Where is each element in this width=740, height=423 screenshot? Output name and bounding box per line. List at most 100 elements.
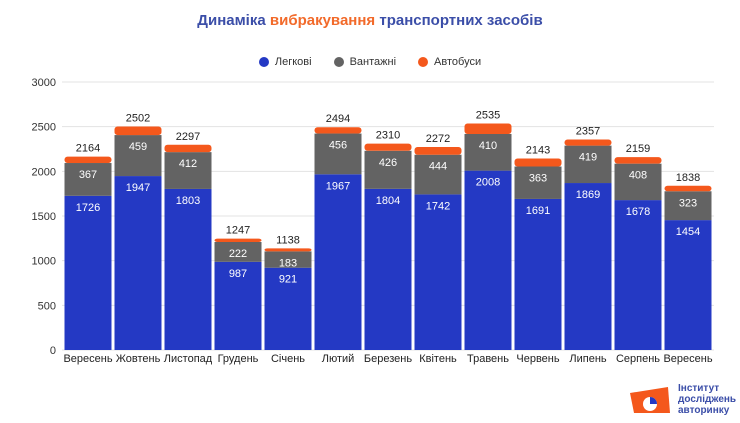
pie-chart-logo-icon bbox=[630, 386, 670, 413]
title-part-3: транспортних засобів bbox=[375, 12, 543, 29]
y-tick-label: 0 bbox=[50, 345, 56, 357]
bar-segment bbox=[614, 157, 662, 164]
total-label: 2297 bbox=[176, 131, 200, 143]
data-label: 222 bbox=[229, 248, 247, 260]
y-tick-label: 500 bbox=[38, 300, 56, 312]
total-label: 2164 bbox=[76, 143, 100, 155]
bar-segment bbox=[564, 145, 612, 184]
data-label: 426 bbox=[379, 157, 397, 169]
data-label: 1967 bbox=[326, 180, 350, 192]
data-label: 1691 bbox=[526, 205, 550, 217]
total-label: 2502 bbox=[126, 112, 150, 124]
legend-dot-icon bbox=[333, 57, 344, 67]
legend-dot-icon bbox=[258, 57, 269, 67]
data-label: 459 bbox=[129, 141, 147, 153]
bar-segment bbox=[514, 166, 562, 199]
data-label: 367 bbox=[79, 169, 97, 181]
data-label: 1726 bbox=[76, 202, 100, 214]
total-label: 2310 bbox=[376, 130, 400, 142]
bar-segment bbox=[64, 156, 112, 164]
logo: Інститут досліджень авторинку bbox=[628, 383, 736, 416]
x-tick-label: Листопад bbox=[164, 353, 213, 365]
data-label: 410 bbox=[479, 140, 497, 152]
bar-segment bbox=[414, 147, 462, 155]
bar-segment bbox=[364, 143, 412, 151]
data-label: 456 bbox=[329, 140, 347, 152]
legend-label: Автобуси bbox=[434, 56, 482, 68]
bar-segment bbox=[464, 133, 512, 171]
bar-segment bbox=[364, 150, 412, 189]
bar-segment bbox=[564, 139, 612, 146]
bar-segment bbox=[214, 261, 262, 350]
x-tick-label: Січень bbox=[271, 353, 305, 365]
data-label: 1742 bbox=[426, 200, 450, 212]
data-label: 363 bbox=[529, 173, 547, 185]
total-label: 2272 bbox=[426, 133, 450, 145]
title-part-1: Динаміка bbox=[197, 12, 270, 29]
bar-segment bbox=[114, 135, 162, 177]
x-tick-label: Травень bbox=[467, 353, 509, 365]
total-label: 1247 bbox=[226, 225, 250, 237]
x-tick-label: Грудень bbox=[218, 353, 259, 365]
legend: Легкові Вантажні Автобуси bbox=[0, 56, 740, 68]
bar-segment bbox=[364, 188, 412, 350]
data-label: 1869 bbox=[576, 189, 600, 201]
bar-segment bbox=[464, 123, 512, 134]
x-tick-label: Вересень bbox=[63, 353, 112, 365]
data-label: 1678 bbox=[626, 206, 650, 218]
x-tick-label: Квітень bbox=[419, 353, 457, 365]
legend-dot-icon bbox=[418, 57, 429, 67]
logo-text-line: Інститут bbox=[678, 383, 720, 394]
total-label: 2159 bbox=[626, 143, 650, 155]
x-tick-label: Жовтень bbox=[116, 353, 161, 365]
total-label: 2143 bbox=[526, 145, 550, 157]
bar-segment bbox=[314, 133, 362, 175]
bar-segment bbox=[214, 238, 262, 242]
legend-label: Вантажні bbox=[349, 56, 397, 68]
total-label: 1138 bbox=[276, 234, 300, 246]
y-tick-label: 2500 bbox=[32, 122, 56, 134]
bar-segment bbox=[664, 191, 712, 221]
bar-segment bbox=[664, 185, 712, 192]
bar-segment bbox=[664, 220, 712, 350]
data-label: 1804 bbox=[376, 195, 400, 207]
bar-segment bbox=[314, 174, 362, 350]
x-tick-label: Липень bbox=[569, 353, 607, 365]
data-label: 1454 bbox=[676, 226, 700, 238]
bar-segment bbox=[264, 251, 312, 268]
bar-segment bbox=[164, 144, 212, 153]
bar-segment bbox=[464, 170, 512, 350]
bar-segment bbox=[164, 188, 212, 350]
bar-segment bbox=[564, 183, 612, 350]
data-label: 412 bbox=[179, 158, 197, 170]
chart-title: Динаміка вибракування транспортних засоб… bbox=[0, 12, 740, 29]
x-tick-label: Вересень bbox=[663, 353, 712, 365]
logo-text-line: досліджень bbox=[678, 394, 737, 405]
bar-segment bbox=[114, 126, 162, 136]
legend-label: Легкові bbox=[274, 56, 312, 68]
bar-segment bbox=[314, 127, 362, 134]
y-tick-label: 2000 bbox=[32, 166, 56, 178]
data-label: 987 bbox=[229, 268, 247, 280]
legend-item-trucks: Вантажні bbox=[333, 56, 397, 68]
legend-item-cars: Легкові bbox=[258, 56, 312, 68]
bar-segment bbox=[514, 198, 562, 350]
bar-segment bbox=[414, 154, 462, 195]
data-label: 2008 bbox=[476, 177, 500, 189]
bar-segment bbox=[64, 163, 112, 196]
x-tick-label: Лютий bbox=[322, 353, 355, 365]
logo-text-line: авторинку bbox=[678, 405, 730, 416]
data-label: 323 bbox=[679, 197, 697, 209]
bar-segment bbox=[614, 200, 662, 350]
total-label: 2357 bbox=[576, 125, 600, 137]
data-label: 1947 bbox=[126, 182, 150, 194]
data-label: 183 bbox=[279, 257, 297, 269]
data-label: 1803 bbox=[176, 195, 200, 207]
bar-segment bbox=[164, 152, 212, 189]
total-label: 1838 bbox=[676, 172, 700, 184]
bar-segment bbox=[414, 194, 462, 350]
x-tick-label: Березень bbox=[364, 353, 412, 365]
bar-segment bbox=[114, 176, 162, 350]
bar-segment bbox=[264, 267, 312, 350]
